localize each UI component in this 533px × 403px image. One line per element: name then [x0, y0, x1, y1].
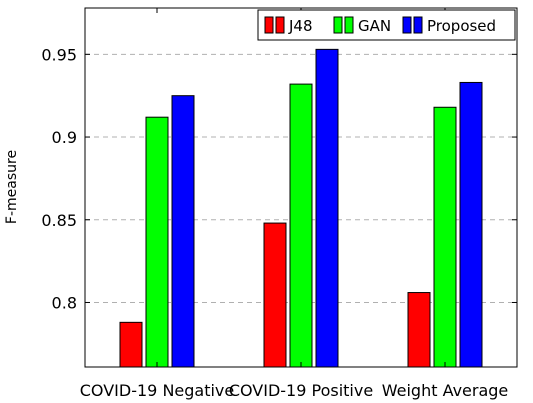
y-tick-label: 0.85 — [41, 211, 77, 230]
y-axis-ticks: 0.8 0.85 0.9 0.95 — [41, 45, 517, 312]
legend: J48 GAN Proposed — [257, 9, 516, 41]
bar-proposed-0 — [171, 95, 195, 368]
bar-j48-2 — [407, 292, 431, 368]
y-tick-label: 0.9 — [52, 128, 77, 147]
legend-swatch-proposed — [413, 16, 423, 34]
y-axis-title: F-measure — [4, 150, 20, 224]
y-tick-label: 0.8 — [52, 293, 77, 312]
bar-gan-0 — [145, 116, 169, 368]
x-tick-label: Weight Average — [382, 381, 509, 400]
bar-gan-1 — [289, 83, 313, 368]
legend-swatch-j48 — [275, 16, 285, 34]
legend-swatch-gan — [344, 16, 354, 34]
legend-swatch-proposed — [402, 16, 412, 34]
x-tick-label: COVID-19 Positive — [229, 381, 373, 400]
legend-label-gan: GAN — [358, 17, 391, 35]
legend-swatch-gan — [333, 16, 343, 34]
legend-label-j48: J48 — [288, 17, 313, 35]
legend-label-proposed: Proposed — [427, 17, 496, 35]
legend-box — [257, 9, 516, 41]
bar-j48-0 — [119, 321, 143, 368]
x-tick-label: COVID-19 Negative — [80, 381, 235, 400]
bars — [119, 48, 483, 368]
legend-swatch-j48 — [264, 16, 274, 34]
bar-proposed-2 — [459, 81, 483, 368]
bar-j48-1 — [263, 222, 287, 368]
bar-gan-2 — [433, 106, 457, 368]
y-tick-label: 0.95 — [41, 45, 77, 64]
bar-proposed-1 — [315, 48, 339, 368]
